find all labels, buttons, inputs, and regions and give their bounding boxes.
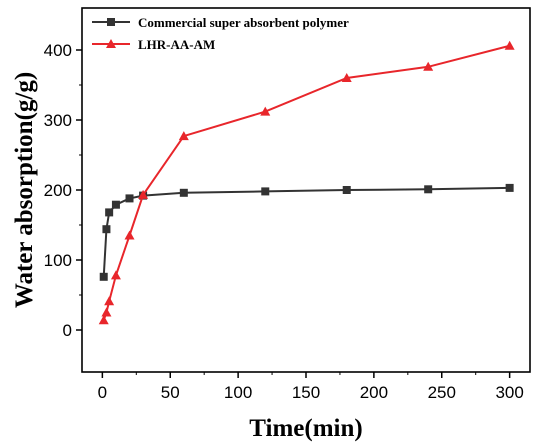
legend: Commercial super absorbent polymer LHR-A… [92, 15, 349, 52]
data-point [179, 188, 188, 197]
series-layer [98, 40, 515, 325]
data-point [423, 61, 434, 71]
data-point [104, 296, 115, 306]
x-tick-label: 200 [360, 383, 388, 402]
y-tick-label: 400 [44, 41, 72, 60]
legend-label-commercial: Commercial super absorbent polymer [138, 15, 349, 30]
data-point [505, 183, 514, 192]
data-point [178, 131, 189, 141]
axis-ticks: 0 50 100 150 200 250 300 0 100 200 300 400 [44, 41, 524, 402]
data-point [341, 73, 352, 82]
x-tick-label: 300 [495, 383, 523, 402]
data-point [138, 189, 149, 199]
y-tick-label: 100 [44, 251, 72, 270]
series-commercial [99, 183, 514, 281]
series-lhr-aa-am [98, 40, 515, 325]
legend-marker-commercial [107, 18, 115, 26]
legend-label-lhr: LHR-AA-AM [138, 37, 215, 52]
legend-marker-lhr [106, 39, 116, 48]
y-tick-label: 0 [63, 321, 72, 340]
data-point [101, 307, 112, 317]
x-axis-title: Time(min) [249, 415, 362, 442]
data-point [504, 40, 515, 50]
x-tick-label: 150 [292, 383, 320, 402]
x-tick-label: 100 [224, 383, 252, 402]
series-line [102, 186, 510, 277]
data-point [98, 315, 109, 325]
data-point [111, 200, 120, 209]
data-point [124, 230, 135, 240]
data-point [260, 106, 271, 116]
data-point [125, 194, 134, 203]
y-axis-title: Water absorption(g/g) [11, 72, 38, 308]
x-tick-label: 50 [161, 383, 180, 402]
data-point [342, 186, 351, 194]
x-tick-label: 0 [98, 383, 107, 402]
data-point [105, 208, 114, 217]
data-point [261, 187, 270, 196]
y-tick-label: 200 [44, 181, 72, 200]
data-point [110, 270, 121, 280]
x-tick-label: 250 [428, 383, 456, 402]
data-point [424, 185, 433, 194]
data-point [102, 225, 111, 234]
y-tick-label: 300 [44, 111, 72, 130]
data-point [99, 272, 108, 281]
series-line [102, 44, 510, 321]
